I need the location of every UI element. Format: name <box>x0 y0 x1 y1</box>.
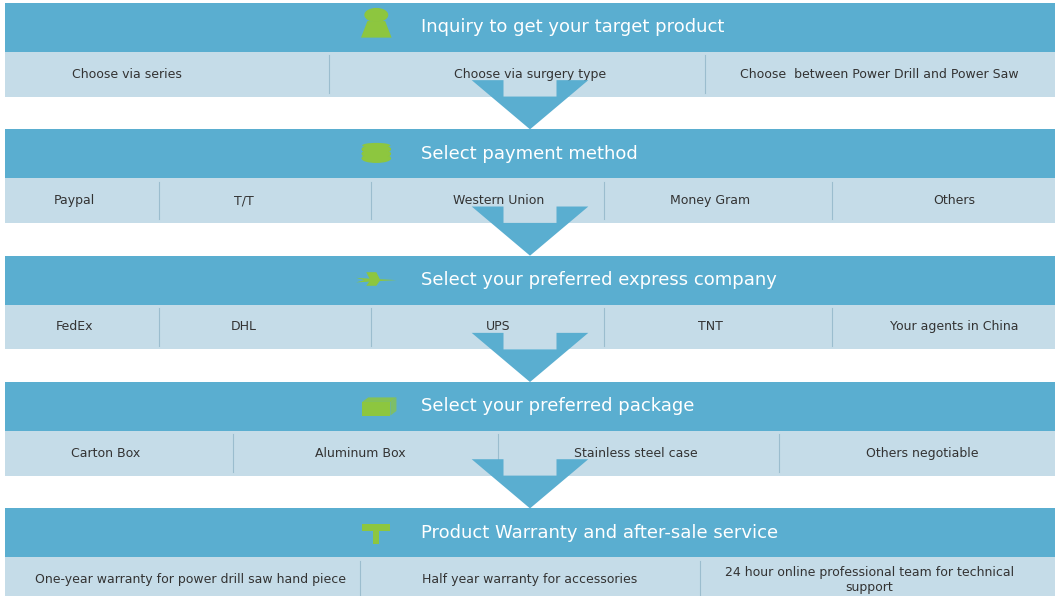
Text: Others: Others <box>933 194 975 207</box>
Text: DHL: DHL <box>231 321 257 333</box>
Ellipse shape <box>363 152 390 157</box>
Text: 24 hour online professional team for technical
support: 24 hour online professional team for tec… <box>725 566 1013 594</box>
Text: Your agents in China: Your agents in China <box>889 321 1019 333</box>
Polygon shape <box>472 460 588 508</box>
Polygon shape <box>472 333 588 382</box>
Text: Product Warranty and after-sale service: Product Warranty and after-sale service <box>421 524 778 542</box>
Ellipse shape <box>363 145 390 153</box>
FancyBboxPatch shape <box>5 52 1055 97</box>
Ellipse shape <box>363 143 390 148</box>
Text: TNT: TNT <box>697 321 723 333</box>
Circle shape <box>365 8 388 21</box>
Text: Select your preferred package: Select your preferred package <box>421 398 694 415</box>
Polygon shape <box>367 280 381 286</box>
Text: Carton Box: Carton Box <box>71 447 141 460</box>
Text: Select payment method: Select payment method <box>421 145 637 163</box>
Text: T/T: T/T <box>234 194 253 207</box>
Text: FedEx: FedEx <box>55 321 93 333</box>
FancyBboxPatch shape <box>5 508 1055 557</box>
Text: Others negotiable: Others negotiable <box>866 447 978 460</box>
FancyBboxPatch shape <box>5 431 1055 476</box>
Polygon shape <box>363 398 396 402</box>
Text: Choose  between Power Drill and Power Saw: Choose between Power Drill and Power Saw <box>741 68 1019 80</box>
Text: Money Gram: Money Gram <box>670 194 750 207</box>
Ellipse shape <box>363 150 390 158</box>
Text: Choose via surgery type: Choose via surgery type <box>454 68 606 80</box>
FancyBboxPatch shape <box>5 3 1055 52</box>
FancyBboxPatch shape <box>5 178 1055 223</box>
Ellipse shape <box>363 154 390 162</box>
Text: Choose via series: Choose via series <box>72 68 182 80</box>
Text: One-year warranty for power drill saw hand piece: One-year warranty for power drill saw ha… <box>35 573 347 586</box>
FancyBboxPatch shape <box>373 530 379 544</box>
FancyBboxPatch shape <box>5 129 1055 178</box>
Text: Aluminum Box: Aluminum Box <box>315 447 406 460</box>
FancyBboxPatch shape <box>363 402 390 415</box>
Text: Stainless steel case: Stainless steel case <box>575 447 697 460</box>
Polygon shape <box>472 80 588 129</box>
Text: Western Union: Western Union <box>453 194 544 207</box>
FancyBboxPatch shape <box>5 256 1055 305</box>
Polygon shape <box>367 272 381 280</box>
FancyBboxPatch shape <box>363 524 390 531</box>
Polygon shape <box>472 207 588 256</box>
Polygon shape <box>361 21 391 38</box>
FancyBboxPatch shape <box>5 382 1055 431</box>
FancyBboxPatch shape <box>5 557 1055 596</box>
Polygon shape <box>390 398 396 415</box>
FancyBboxPatch shape <box>5 305 1055 349</box>
Text: Inquiry to get your target product: Inquiry to get your target product <box>421 18 724 36</box>
Polygon shape <box>356 278 396 283</box>
Text: Select your preferred express company: Select your preferred express company <box>421 271 777 289</box>
Text: UPS: UPS <box>485 321 511 333</box>
Ellipse shape <box>363 147 390 153</box>
Text: Paypal: Paypal <box>54 194 94 207</box>
Text: Half year warranty for accessories: Half year warranty for accessories <box>422 573 638 586</box>
